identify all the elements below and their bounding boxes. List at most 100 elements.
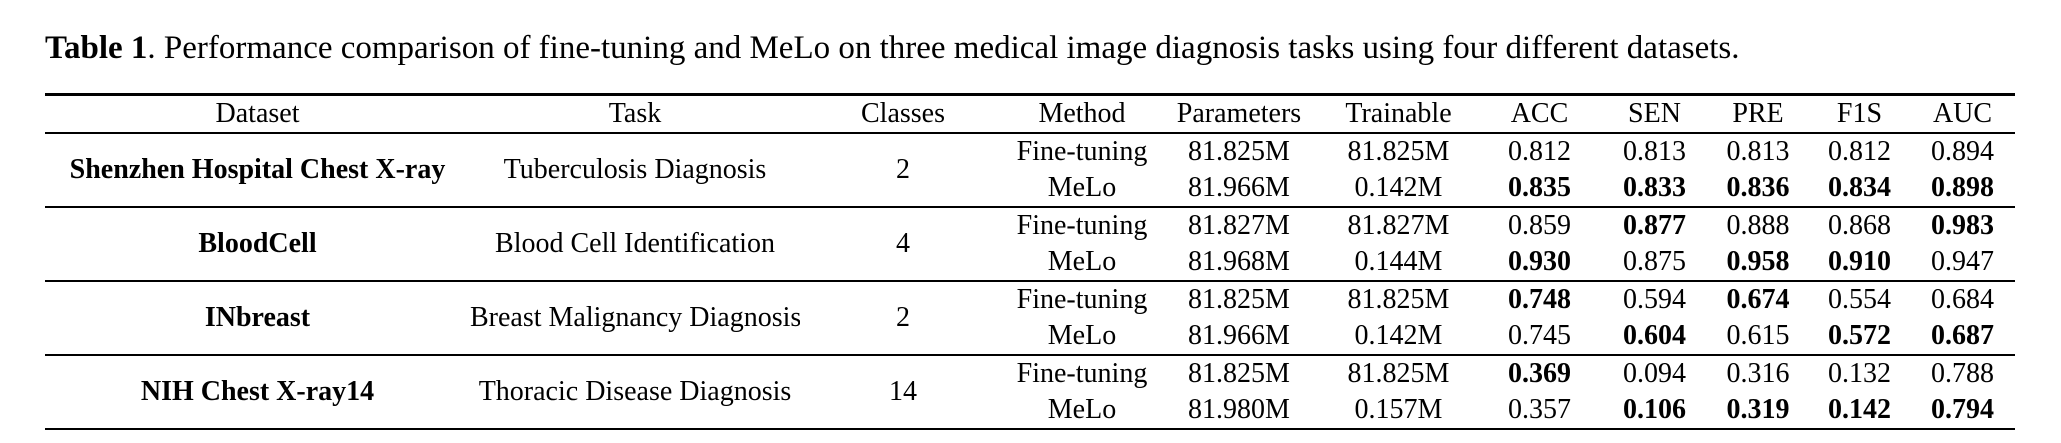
metric-auc-cell: 0.894: [1931, 136, 1994, 167]
table-row: MeLo 81.968M 0.144M 0.930 0.875 0.958 0.…: [45, 244, 2015, 281]
metric-sen-cell: 0.106: [1623, 394, 1686, 425]
metric-f1s-cell: 0.132: [1828, 358, 1891, 389]
parameters-cell: 81.825M: [1188, 136, 1290, 167]
metric-sen-cell: 0.875: [1623, 246, 1686, 277]
col-header-classes: Classes: [861, 98, 945, 129]
table-row: MeLo 81.966M 0.142M 0.835 0.833 0.836 0.…: [45, 170, 2015, 207]
col-header-sen: SEN: [1628, 98, 1681, 129]
metric-sen-cell: 0.594: [1623, 284, 1686, 315]
metric-acc-cell: 0.859: [1508, 210, 1571, 241]
parameters-cell: 81.825M: [1188, 358, 1290, 389]
metric-sen-cell: 0.604: [1623, 320, 1686, 351]
table-row: Shenzhen Hospital Chest X-ray Tuberculos…: [45, 133, 2015, 185]
col-header-task: Task: [608, 98, 662, 129]
metric-pre-cell: 0.674: [1726, 284, 1790, 315]
table-row: MeLo 81.980M 0.157M 0.357 0.106 0.319 0.…: [45, 392, 2015, 429]
parameters-cell: 81.980M: [1188, 394, 1290, 425]
trainable-cell: 81.825M: [1347, 136, 1450, 167]
metric-pre-cell: 0.316: [1726, 358, 1790, 389]
col-header-pre: PRE: [1732, 98, 1784, 129]
dataset-name: NIH Chest X-ray14: [140, 376, 375, 407]
table-row: MeLo 81.966M 0.142M 0.745 0.604 0.615 0.…: [45, 318, 2015, 355]
dataset-name: BloodCell: [198, 228, 317, 259]
metric-f1s-cell: 0.812: [1828, 136, 1891, 167]
metric-f1s-cell: 0.142: [1828, 394, 1891, 425]
parameters-cell: 81.966M: [1188, 172, 1290, 203]
metric-pre-cell: 0.888: [1726, 210, 1790, 241]
col-header-trainable: Trainable: [1345, 98, 1452, 129]
method-cell: MeLo: [1047, 320, 1117, 351]
metric-sen-cell: 0.094: [1623, 358, 1686, 389]
metric-auc-cell: 0.684: [1931, 284, 1994, 315]
metric-sen-cell: 0.877: [1623, 210, 1686, 241]
metric-pre-cell: 0.615: [1726, 320, 1790, 351]
metric-pre-cell: 0.319: [1726, 394, 1790, 425]
metric-acc-cell: 0.357: [1508, 394, 1571, 425]
metric-auc-cell: 0.983: [1931, 210, 1994, 241]
table-caption-label: Table 1: [45, 30, 148, 66]
metric-auc-cell: 0.947: [1931, 246, 1994, 277]
metric-acc-cell: 0.369: [1508, 358, 1571, 389]
metric-pre-cell: 0.958: [1726, 246, 1790, 277]
metric-acc-cell: 0.930: [1508, 246, 1571, 277]
trainable-cell: 0.144M: [1354, 246, 1443, 277]
classes-cell: 2: [896, 302, 910, 333]
trainable-cell: 81.825M: [1347, 284, 1450, 315]
metric-pre-cell: 0.836: [1726, 172, 1790, 203]
classes-cell: 14: [889, 376, 917, 407]
classes-cell: 4: [896, 228, 910, 259]
dataset-group-bloodcell: BloodCell Blood Cell Identification 4 Fi…: [45, 207, 2015, 281]
trainable-cell: 0.157M: [1354, 394, 1443, 425]
metric-auc-cell: 0.788: [1931, 358, 1994, 389]
parameters-cell: 81.827M: [1188, 210, 1290, 241]
classes-cell: 2: [896, 154, 910, 185]
method-cell: MeLo: [1047, 394, 1117, 425]
task-cell: Breast Malignancy Diagnosis: [470, 302, 800, 333]
method-cell: Fine-tuning: [1016, 210, 1148, 241]
parameters-cell: 81.825M: [1188, 284, 1290, 315]
results-table: Dataset Task Classes Method Parameters T…: [45, 93, 2015, 430]
metric-f1s-cell: 0.868: [1828, 210, 1891, 241]
col-header-f1s: F1S: [1836, 98, 1883, 129]
method-cell: Fine-tuning: [1016, 136, 1148, 167]
metric-acc-cell: 0.835: [1508, 172, 1571, 203]
task-cell: Tuberculosis Diagnosis: [503, 154, 767, 185]
metric-f1s-cell: 0.554: [1828, 284, 1891, 315]
dataset-group-shenzhen: Shenzhen Hospital Chest X-ray Tuberculos…: [45, 133, 2015, 207]
col-header-dataset: Dataset: [215, 98, 300, 129]
metric-acc-cell: 0.748: [1508, 284, 1571, 315]
metric-acc-cell: 0.812: [1508, 136, 1571, 167]
table-caption-text: . Performance comparison of fine-tuning …: [147, 30, 1740, 66]
metric-acc-cell: 0.745: [1508, 320, 1571, 351]
table-header-row: Dataset Task Classes Method Parameters T…: [45, 95, 2015, 133]
metric-sen-cell: 0.833: [1623, 172, 1686, 203]
table-row: NIH Chest X-ray14 Thoracic Disease Diagn…: [45, 355, 2015, 407]
dataset-group-inbreast: INbreast Breast Malignancy Diagnosis 2 F…: [45, 281, 2015, 355]
metric-f1s-cell: 0.834: [1828, 172, 1891, 203]
parameters-cell: 81.966M: [1188, 320, 1290, 351]
trainable-cell: 0.142M: [1354, 172, 1443, 203]
parameters-cell: 81.968M: [1188, 246, 1290, 277]
table-caption: Table 1. Performance comparison of fine-…: [45, 28, 2040, 68]
metric-sen-cell: 0.813: [1623, 136, 1686, 167]
method-cell: MeLo: [1047, 172, 1117, 203]
table-row: BloodCell Blood Cell Identification 4 Fi…: [45, 207, 2015, 259]
col-header-auc: AUC: [1932, 98, 1993, 129]
metric-auc-cell: 0.687: [1931, 320, 1994, 351]
metric-auc-cell: 0.794: [1931, 394, 1994, 425]
method-cell: Fine-tuning: [1016, 358, 1148, 389]
col-header-parameters: Parameters: [1176, 98, 1302, 129]
trainable-cell: 81.827M: [1347, 210, 1450, 241]
dataset-group-nih: NIH Chest X-ray14 Thoracic Disease Diagn…: [45, 355, 2015, 429]
dataset-name: Shenzhen Hospital Chest X-ray: [69, 154, 446, 185]
metric-auc-cell: 0.898: [1931, 172, 1994, 203]
task-cell: Thoracic Disease Diagnosis: [478, 376, 792, 407]
trainable-cell: 81.825M: [1347, 358, 1450, 389]
metric-pre-cell: 0.813: [1726, 136, 1790, 167]
method-cell: MeLo: [1047, 246, 1117, 277]
table-row: INbreast Breast Malignancy Diagnosis 2 F…: [45, 281, 2015, 333]
metric-f1s-cell: 0.572: [1828, 320, 1891, 351]
method-cell: Fine-tuning: [1016, 284, 1148, 315]
metric-f1s-cell: 0.910: [1828, 246, 1891, 277]
